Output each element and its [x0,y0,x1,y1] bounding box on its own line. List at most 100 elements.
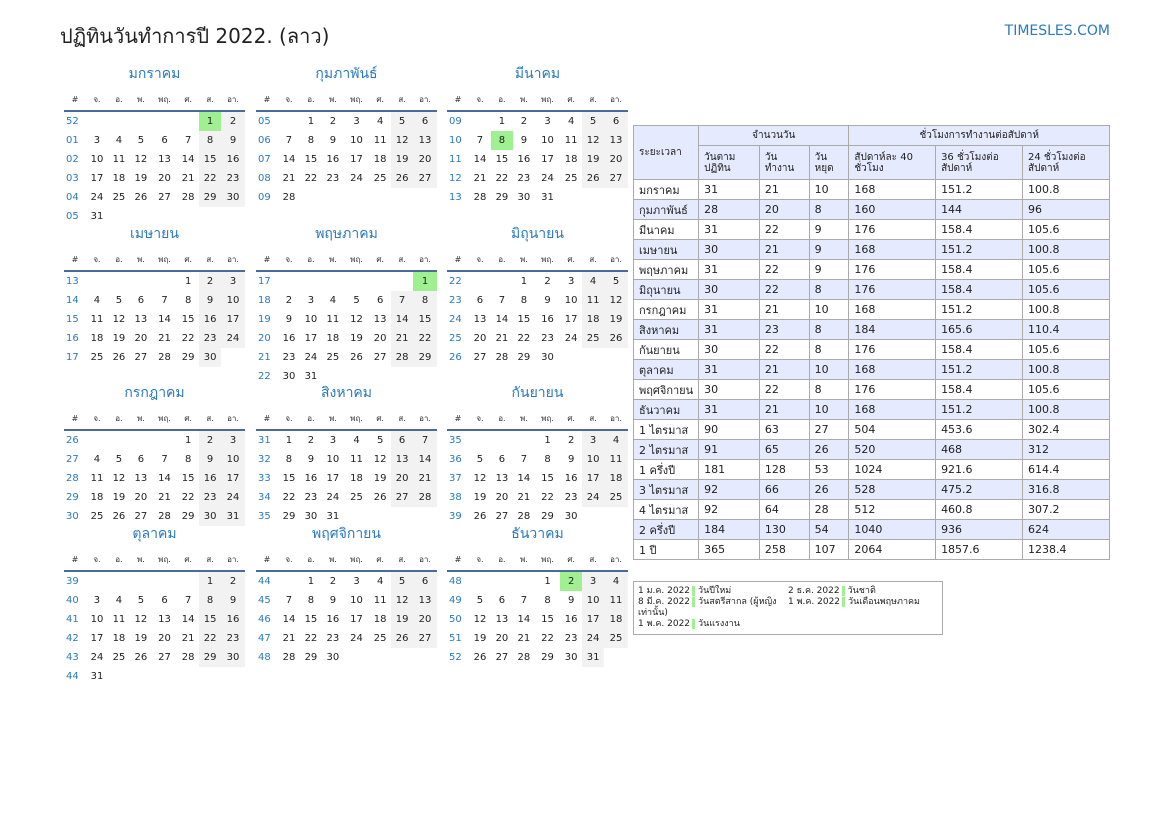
day-cell[interactable]: 8 [307,595,315,606]
day-cell[interactable]: 13 [391,450,414,469]
day-cell[interactable]: 6 [137,295,145,306]
day-cell[interactable]: 31 [326,511,340,522]
day-cell[interactable]: 24 [541,173,554,184]
day-cell[interactable]: 27 [158,652,171,663]
day-cell[interactable]: 28 [282,192,296,203]
day-cell[interactable]: 11 [373,135,387,146]
day-cell[interactable]: 9 [307,454,315,465]
day-cell[interactable]: 1 [498,116,506,127]
day-cell[interactable]: 8 [413,291,437,310]
day-cell[interactable]: 2 [329,576,337,587]
day-cell[interactable]: 6 [391,430,414,450]
day-cell[interactable]: 4 [376,576,384,587]
day-cell[interactable]: 4 [329,295,337,306]
day-cell[interactable]: 8 [199,591,222,610]
day-cell[interactable]: 12 [134,154,148,165]
day-cell[interactable]: 30 [199,507,222,526]
day-cell[interactable]: 20 [413,150,437,169]
day-cell[interactable]: 13 [495,614,509,625]
day-cell[interactable]: 17 [582,469,605,488]
day-cell[interactable]: 17 [582,610,605,629]
day-cell[interactable]: 25 [373,633,387,644]
day-cell[interactable]: 10 [582,591,605,610]
day-cell[interactable]: 31 [582,648,605,667]
day-cell[interactable]: 4 [93,454,101,465]
day-cell[interactable]: 16 [282,333,296,344]
day-cell[interactable]: 10 [90,614,104,625]
day-cell[interactable]: 22 [304,633,318,644]
day-cell[interactable]: 20 [495,633,509,644]
day-cell[interactable]: 14 [158,314,171,325]
day-cell[interactable]: 6 [413,111,437,131]
day-cell[interactable]: 11 [604,450,628,469]
day-cell[interactable]: 29 [282,511,296,522]
day-cell[interactable]: 11 [604,591,628,610]
day-cell[interactable]: 11 [90,314,104,325]
day-cell[interactable]: 7 [520,454,528,465]
day-cell[interactable]: 12 [582,131,605,150]
day-cell[interactable]: 27 [391,488,414,507]
day-cell[interactable]: 8 [285,454,293,465]
day-cell[interactable]: 21 [158,333,171,344]
day-cell[interactable]: 2 [520,116,528,127]
day-cell[interactable]: 13 [158,614,171,625]
day-cell[interactable]: 15 [304,614,318,625]
day-cell[interactable]: 26 [582,169,605,188]
day-cell[interactable]: 28 [517,652,531,663]
day-cell[interactable]: 9 [567,454,575,465]
day-cell[interactable]: 27 [495,511,509,522]
day-cell[interactable]: 24 [582,488,605,507]
day-cell[interactable]: 14 [282,154,296,165]
day-cell[interactable]: 7 [413,430,437,450]
day-cell[interactable]: 6 [413,571,437,591]
day-cell[interactable]: 21 [473,173,487,184]
day-cell[interactable]: 12 [373,454,387,465]
day-cell[interactable]: 20 [413,610,437,629]
day-cell[interactable]: 22 [181,333,195,344]
day-cell[interactable]: 17 [304,333,318,344]
day-cell[interactable]: 7 [391,291,414,310]
day-cell[interactable]: 23 [282,352,296,363]
day-cell[interactable]: 10 [541,135,554,146]
day-cell[interactable]: 25 [373,173,387,184]
day-cell[interactable]: 8 [307,135,315,146]
day-cell[interactable]: 23 [564,633,578,644]
day-cell[interactable]: 27 [373,352,387,363]
day-cell[interactable]: 19 [134,173,148,184]
day-cell[interactable]: 18 [112,173,126,184]
day-cell[interactable]: 4 [376,116,384,127]
day-cell[interactable]: 30 [221,188,245,207]
day-cell[interactable]: 2 [544,276,551,287]
day-cell[interactable]: 7 [161,295,168,306]
day-cell[interactable]: 5 [376,435,384,446]
day-cell[interactable]: 13 [473,314,487,325]
day-cell[interactable]: 15 [413,310,437,329]
day-cell[interactable]: 24 [582,629,605,648]
day-cell[interactable]: 14 [413,450,437,469]
day-cell[interactable]: 28 [495,352,509,363]
day-cell[interactable]: 23 [564,492,578,503]
day-cell[interactable]: 7 [184,135,192,146]
day-cell[interactable]: 15 [304,154,318,165]
day-cell[interactable]: 6 [498,595,506,606]
day-cell[interactable]: 30 [517,192,531,203]
day-cell[interactable]: 23 [221,629,245,648]
day-cell[interactable]: 4 [604,571,628,591]
day-cell[interactable]: 16 [326,614,340,625]
day-cell[interactable]: 21 [282,173,296,184]
day-cell[interactable]: 15 [541,614,554,625]
day-cell[interactable]: 19 [604,310,628,329]
day-cell[interactable]: 15 [495,154,509,165]
day-cell[interactable]: 10 [582,450,605,469]
day-cell[interactable]: 15 [181,314,195,325]
day-cell[interactable]: 3 [353,116,360,127]
day-cell[interactable]: 26 [112,352,126,363]
day-cell[interactable]: 5 [476,595,484,606]
day-cell[interactable]: 16 [199,310,222,329]
day-cell[interactable]: 13 [373,314,387,325]
day-cell[interactable]: 10 [90,154,104,165]
day-cell[interactable]: 22 [495,173,509,184]
day-cell[interactable]: 28 [517,511,531,522]
day-cell[interactable]: 18 [326,333,340,344]
day-cell[interactable]: 19 [391,150,414,169]
